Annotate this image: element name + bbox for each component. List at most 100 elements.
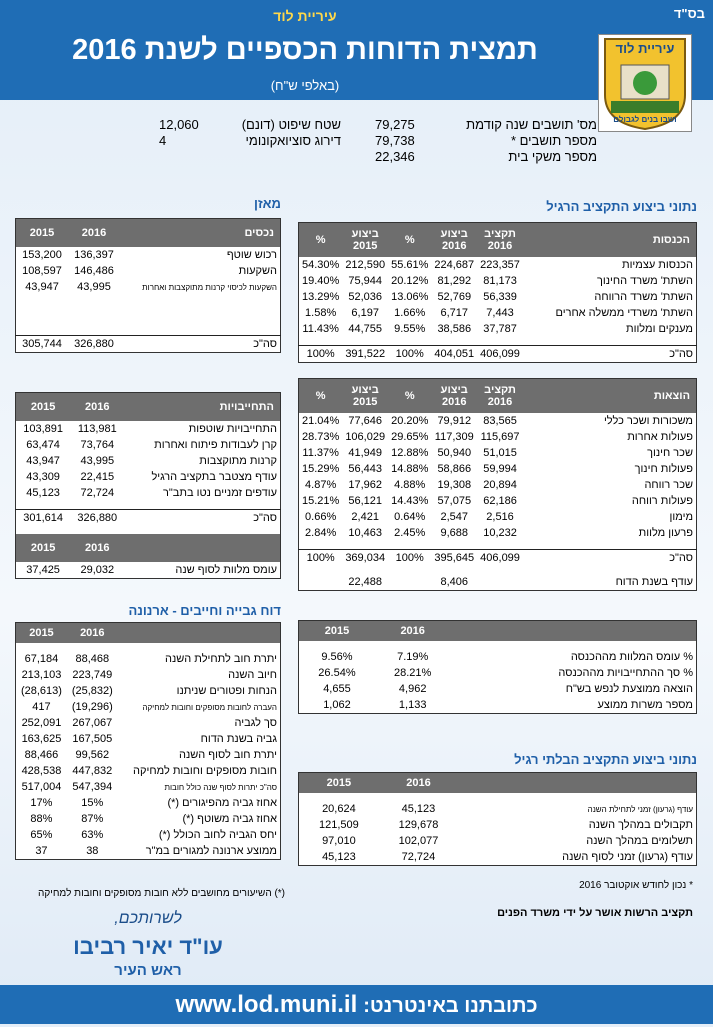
data-row: ממוצע ארנונה למגורים במ"ר 38 37 xyxy=(16,843,281,860)
data-row: השתת' משרד החינוך 81,173 81,292 20.12% 75,94… xyxy=(299,273,697,289)
row-label: עומס מלוות לסוף שנה xyxy=(175,564,277,576)
row-label: השתת' משרדי ממשלה אחרים xyxy=(555,307,693,319)
cell: 2,547 xyxy=(440,511,469,523)
header-cell: הוצאות xyxy=(522,378,697,413)
row-label: עודף מצטבר בתקציב הרגיל xyxy=(151,471,277,483)
data-table: הכנסות תקציב 2016 ביצוע 2016% ביצוע 2015% הכ… xyxy=(298,222,697,363)
row-label: הנחות ופטורים שניתנו xyxy=(176,685,277,697)
info-row: מספר משקי בית 22,346 xyxy=(371,148,601,164)
spacer xyxy=(299,541,697,550)
header-empty xyxy=(458,772,697,793)
header-cell: % xyxy=(388,378,432,413)
cell: 28.21% xyxy=(394,667,432,679)
header-empty xyxy=(124,534,281,562)
data-row: יחס הגביה לחוב הכולל (*) 63% 65% xyxy=(16,827,281,843)
row-label: פעולות אחרות xyxy=(627,431,693,443)
header-row: הוצאות תקציב 2016 ביצוע 2016% ביצוע 2015% xyxy=(298,378,697,413)
row-label: השקעות xyxy=(238,265,277,277)
cell: 75,944 xyxy=(348,275,383,287)
row-label: מימון xyxy=(669,511,693,523)
data-row: חובות מסופקים וחובות למחיקה 447,832 428,53… xyxy=(16,763,281,779)
data-row: אחוז גביה משוטף (*) 87% 88% xyxy=(16,811,281,827)
data-row: % עומס המלוות מההכנסה 7.19% 9.56% xyxy=(299,649,697,665)
header-cell: 2015 xyxy=(15,534,71,562)
header-cell: 2016 xyxy=(374,620,451,641)
cell: 447,832 xyxy=(72,765,113,777)
cell: 100% xyxy=(388,345,432,363)
cell: 37,787 xyxy=(483,323,517,335)
cell: 305,744 xyxy=(15,335,69,353)
header-cell: 2015 xyxy=(15,622,67,643)
cell: 62,186 xyxy=(483,495,517,507)
expense-table: הוצאות תקציב 2016 ביצוע 2016% ביצוע 2015% מש… xyxy=(298,378,697,591)
row-label: % סך ההתחייבויות מההכנסה xyxy=(558,667,693,679)
cell: 26.54% xyxy=(318,667,356,679)
header-row: הכנסות תקציב 2016 ביצוע 2016% ביצוע 2015% xyxy=(298,222,697,257)
cell: 9.56% xyxy=(321,651,353,663)
cell: 72,724 xyxy=(401,851,436,863)
cell: 146,486 xyxy=(74,265,114,277)
cell: 28.73% xyxy=(302,431,340,443)
data-table: נכסים 2016 2015 רכוש שוטף 136,397 153,200 השקע… xyxy=(15,218,281,353)
cell: 43,947 xyxy=(26,455,60,467)
info-value: 22,346 xyxy=(375,148,415,164)
header-row: התחייבויות 2016 2015 xyxy=(15,392,281,421)
cell: 395,645 xyxy=(431,549,478,566)
header-cell: 2016 xyxy=(66,622,118,643)
empty-cell xyxy=(299,574,343,591)
row-label: סה"כ xyxy=(522,549,697,566)
note: * נכון לחודש אוקטובר 2016 xyxy=(579,880,693,891)
cell: 0.64% xyxy=(394,511,426,523)
liabilities-table: התחייבויות 2016 2015 התחייבויות שוטפות 113,9… xyxy=(15,392,281,579)
cell: 406,099 xyxy=(477,549,523,566)
data-row: שכר חינוך 51,015 50,940 12.88% 41,949 11.37% xyxy=(299,445,697,461)
info-label: מספר תושבים * xyxy=(510,132,597,148)
cell: 4,962 xyxy=(398,683,427,695)
row-label: סה"כ xyxy=(522,345,697,363)
data-row: עודפים זמניים נטו בתב"ר 72,724 45,123 xyxy=(16,485,281,501)
row-label: סך לגביה xyxy=(234,717,278,729)
data-row: השקעות 146,486 108,597 xyxy=(16,263,281,279)
cell: 7.19% xyxy=(397,651,429,663)
cell: 45,123 xyxy=(26,487,60,499)
row-label: שכר חינוך xyxy=(647,447,693,459)
cell: 83,565 xyxy=(483,415,517,427)
row-label: הוצאה ממוצעת לנפש בש"ח xyxy=(565,683,693,695)
total-row: סה"כ 406,099 395,645 100% 369,034 100% xyxy=(298,549,697,566)
data-row: העברה לחובות מסופקים וחובות למחיקה (19,29… xyxy=(16,699,281,715)
spacer-cell xyxy=(16,501,281,510)
data-row: הכנסות עצמיות 223,357 224,687 55.61% 212,590… xyxy=(299,257,697,273)
cell: 87% xyxy=(81,813,104,825)
data-row: פרעון מלוות 10,232 9,688 2.45% 10,463 2.84% xyxy=(299,525,697,541)
mayor-role: ראש העיר xyxy=(114,962,182,979)
data-row: השקעות לכיסוי קרנות מתוקצבות ואחרות 43,99… xyxy=(16,279,281,295)
cell: 43,947 xyxy=(25,281,59,293)
spacer xyxy=(16,295,281,336)
data-row: הנחות ופטורים שניתנו (25,832) (28,613) xyxy=(16,683,281,699)
row-label: יתרת חוב לתחילת השנה xyxy=(165,653,277,665)
cell: 102,077 xyxy=(398,835,439,847)
data-table: 2016 2015 עודף (גרעון) זמני לתחילת השנה 45,… xyxy=(298,772,697,866)
cell: 38,586 xyxy=(437,323,472,335)
row-label: העברה לחובות מסופקים וחובות למחיקה xyxy=(142,702,277,712)
row-label: עודף (גרעון) זמני לסוף השנה xyxy=(562,851,693,863)
data-row: יתרת חוב לסוף השנה 99,562 88,466 xyxy=(16,747,281,763)
header-row: 2016 2015 xyxy=(15,534,281,562)
cell: 88,468 xyxy=(75,653,110,665)
row-label: סה"כ xyxy=(119,335,281,353)
assets-table: נכסים 2016 2015 רכוש שוטף 136,397 153,200 השקע… xyxy=(15,218,281,353)
spacer xyxy=(16,643,281,651)
spacer-cell xyxy=(299,641,697,649)
row-label: תשלומים במהלך השנה xyxy=(586,835,693,847)
cell: 4.87% xyxy=(305,479,337,491)
total-row: סה"כ 326,880 301,614 xyxy=(15,509,281,526)
cell: 19,308 xyxy=(437,479,472,491)
cell: 19.40% xyxy=(302,275,340,287)
row-label: שכר רווחה xyxy=(644,479,693,491)
cell: 73,764 xyxy=(80,439,115,451)
note: (*) השיעורים מחושבים ללא חובות מסופקים ו… xyxy=(38,888,285,899)
cell: 72,724 xyxy=(80,487,115,499)
row-label: משכורות ושכר כללי xyxy=(603,415,693,427)
cell: 88% xyxy=(30,813,53,825)
data-table: התחייבויות 2016 2015 התחייבויות שוטפות 113,9… xyxy=(15,392,281,579)
